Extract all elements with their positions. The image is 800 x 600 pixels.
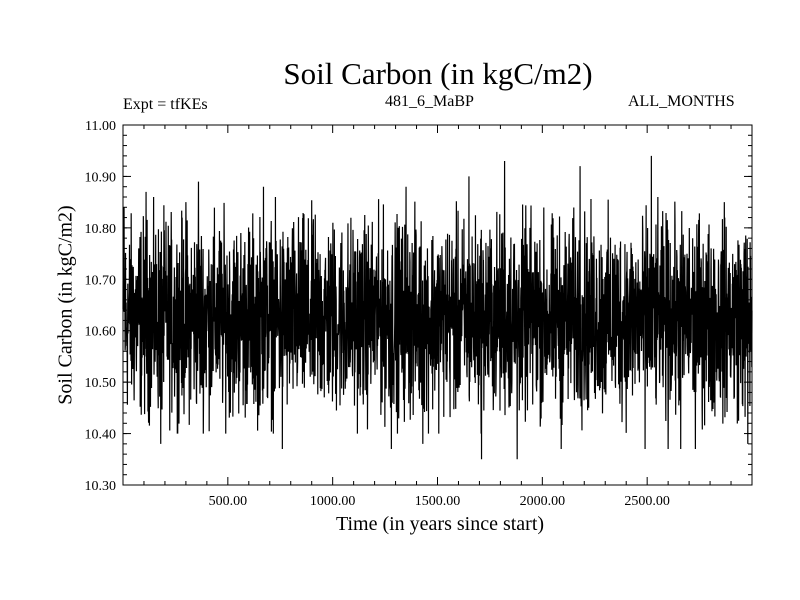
x-tick-label: 2500.00 [624, 494, 670, 509]
y-tick-label: 10.40 [85, 428, 117, 443]
season-label: ALL_MONTHS [628, 93, 735, 110]
x-tick-label: 500.00 [209, 494, 248, 509]
soil-carbon-series-line [122, 155, 753, 460]
y-tick-label: 10.30 [85, 479, 117, 494]
plot-frame [122, 124, 753, 486]
x-tick-label: 1000.00 [310, 494, 356, 509]
axes-layer [123, 124, 752, 486]
y-tick-label: 10.50 [85, 376, 117, 391]
y-tick-label: 10.70 [85, 273, 117, 288]
chart-title: Soil Carbon (in kgC/m2) [283, 56, 593, 91]
tick-labels: 10.30 10.40 10.50 10.60 10.70 10.80 10.90 11.00… [85, 119, 670, 509]
y-tick-label: 10.90 [85, 170, 117, 185]
y-tick-label: 11.00 [85, 119, 116, 134]
y-tick-label: 10.80 [85, 222, 117, 237]
x-axis-label: Time (in years since start) [335, 513, 545, 535]
series-layer [122, 155, 753, 460]
x-tick-label: 2000.00 [520, 494, 566, 509]
x-tick-label: 1500.00 [415, 494, 461, 509]
y-tick-label: 10.60 [85, 325, 117, 340]
experiment-label: Expt = tfKEs [123, 96, 208, 113]
period-label: 481_6_MaBP [385, 93, 474, 110]
